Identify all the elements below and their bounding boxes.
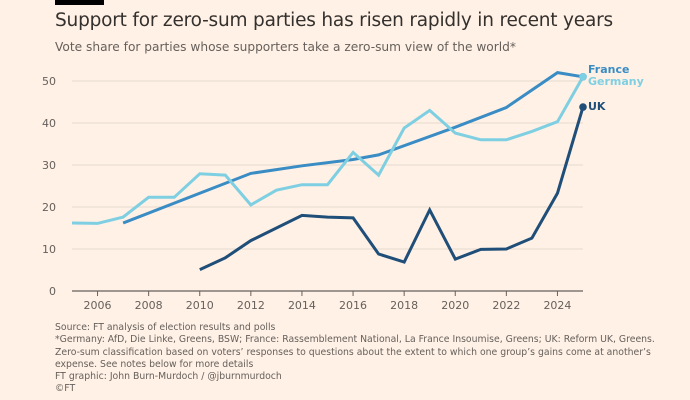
x-tick-label: 2024: [543, 299, 571, 312]
y-tick-label: 40: [42, 117, 56, 130]
x-tick-label: 2014: [288, 299, 316, 312]
classification-note-cont: expense. See notes below for more detail…: [55, 358, 254, 370]
y-tick-label: 20: [42, 201, 56, 214]
graphic-credit: FT graphic: John Burn-Murdoch / @jburnmu…: [55, 371, 282, 383]
x-tick-label: 2008: [135, 299, 163, 312]
end-marker-uk: [579, 103, 587, 111]
parties-footnote: *Germany: AfD, Die Linke, Greens, BSW; F…: [55, 334, 655, 346]
y-tick-label: 30: [42, 159, 56, 172]
x-tick-label: 2022: [492, 299, 520, 312]
copyright: ©FT: [55, 383, 76, 395]
x-tick-label: 2010: [186, 299, 214, 312]
line-chart: 0 10 20 30 40 50 2006 2008 2010 2012 2014 2016 2018…: [42, 63, 644, 312]
ft-brand-bar: [55, 0, 104, 5]
chart-footer: Source: FT analysis of election results …: [55, 322, 685, 396]
series-line-germany: [71, 76, 585, 225]
end-marker-germany: [579, 73, 587, 81]
series-lines: [71, 71, 587, 271]
x-tick-label: 2020: [441, 299, 469, 312]
series-line-uk: [199, 106, 585, 271]
x-tick-label: 2012: [237, 299, 265, 312]
chart-title: Support for zero-sum parties has risen r…: [55, 10, 613, 31]
series-line-france: [122, 71, 584, 225]
y-tick-label: 50: [42, 75, 56, 88]
legend-label-uk: UK: [588, 100, 606, 113]
y-tick-label: 0: [49, 285, 56, 298]
x-axis: 2006 2008 2010 2012 2014 2016 2018 2020 2022 2024: [72, 290, 583, 312]
x-tick-label: 2006: [84, 299, 112, 312]
legend-label-france: France: [588, 63, 629, 76]
y-axis: 0 10 20 30 40 50: [42, 75, 56, 298]
chart-subtitle: Vote share for parties whose supporters …: [55, 40, 516, 54]
legend-label-germany: Germany: [588, 75, 644, 88]
x-tick-label: 2018: [390, 299, 418, 312]
source-note: Source: FT analysis of election results …: [55, 322, 276, 333]
y-tick-label: 10: [42, 243, 56, 256]
x-tick-label: 2016: [339, 299, 367, 312]
classification-note: Zero-sum classification based on voters’…: [55, 346, 651, 358]
